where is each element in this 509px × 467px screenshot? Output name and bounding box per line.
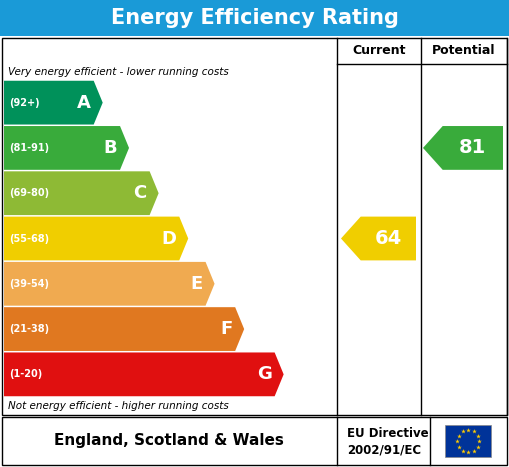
Text: (39-54): (39-54)	[9, 279, 49, 289]
Text: C: C	[133, 184, 147, 202]
Text: (69-80): (69-80)	[9, 188, 49, 198]
Polygon shape	[4, 126, 129, 170]
Polygon shape	[4, 353, 284, 396]
Text: A: A	[77, 94, 91, 112]
Text: (55-68): (55-68)	[9, 234, 49, 243]
Polygon shape	[341, 217, 416, 261]
Text: B: B	[103, 139, 117, 157]
Polygon shape	[4, 81, 103, 125]
Text: 2002/91/EC: 2002/91/EC	[347, 443, 421, 456]
Text: F: F	[220, 320, 232, 338]
Bar	[2, 38, 507, 415]
Text: Potential: Potential	[432, 44, 496, 57]
Text: D: D	[161, 229, 176, 248]
Bar	[2, 417, 507, 465]
Text: Energy Efficiency Rating: Energy Efficiency Rating	[110, 8, 399, 28]
Text: (21-38): (21-38)	[9, 324, 49, 334]
Polygon shape	[4, 217, 188, 261]
Bar	[445, 425, 492, 457]
Text: 81: 81	[459, 138, 487, 157]
Text: Current: Current	[352, 44, 406, 57]
Text: Not energy efficient - higher running costs: Not energy efficient - higher running co…	[8, 401, 229, 411]
Text: EU Directive: EU Directive	[347, 427, 429, 440]
Text: E: E	[190, 275, 203, 293]
Polygon shape	[4, 307, 244, 351]
Text: 64: 64	[375, 229, 402, 248]
Text: (1-20): (1-20)	[9, 369, 42, 379]
Text: England, Scotland & Wales: England, Scotland & Wales	[53, 433, 284, 448]
Text: Very energy efficient - lower running costs: Very energy efficient - lower running co…	[8, 67, 229, 77]
Text: (81-91): (81-91)	[9, 143, 49, 153]
Bar	[0, 0, 509, 36]
Polygon shape	[423, 126, 503, 170]
Text: (92+): (92+)	[9, 98, 40, 107]
Polygon shape	[4, 262, 215, 306]
Polygon shape	[4, 171, 159, 215]
Text: G: G	[257, 365, 272, 383]
